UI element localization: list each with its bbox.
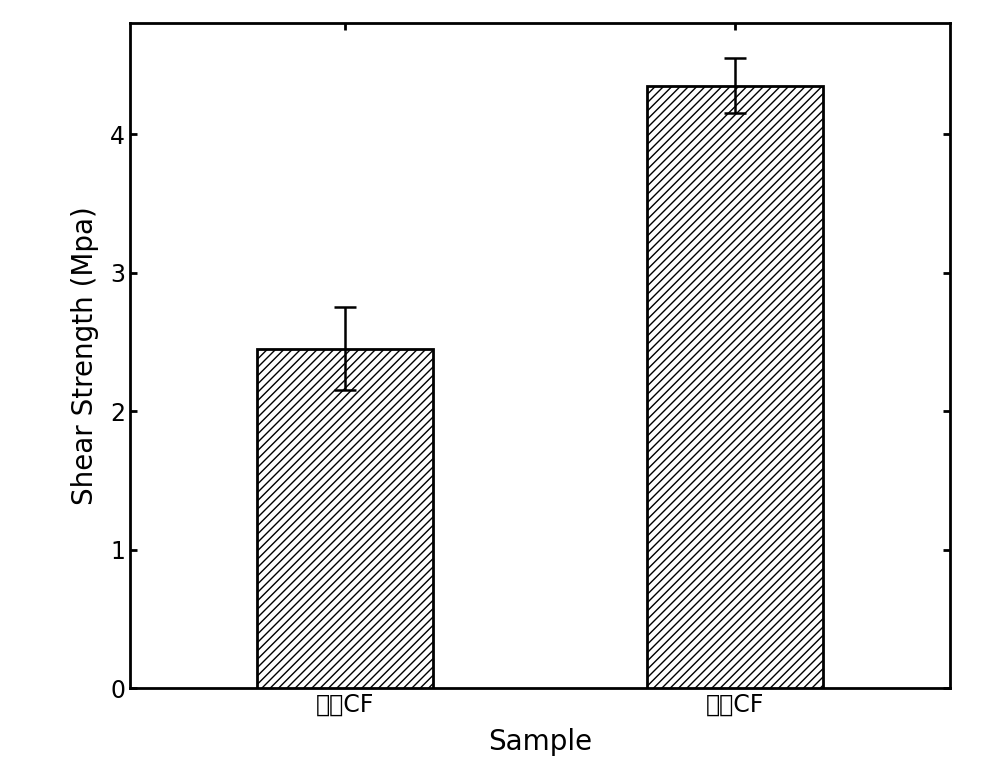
Bar: [647, 86, 823, 688]
X-axis label: Sample: Sample: [488, 728, 592, 756]
Y-axis label: Shear Strength (Mpa): Shear Strength (Mpa): [71, 206, 99, 505]
Bar: [257, 349, 433, 688]
